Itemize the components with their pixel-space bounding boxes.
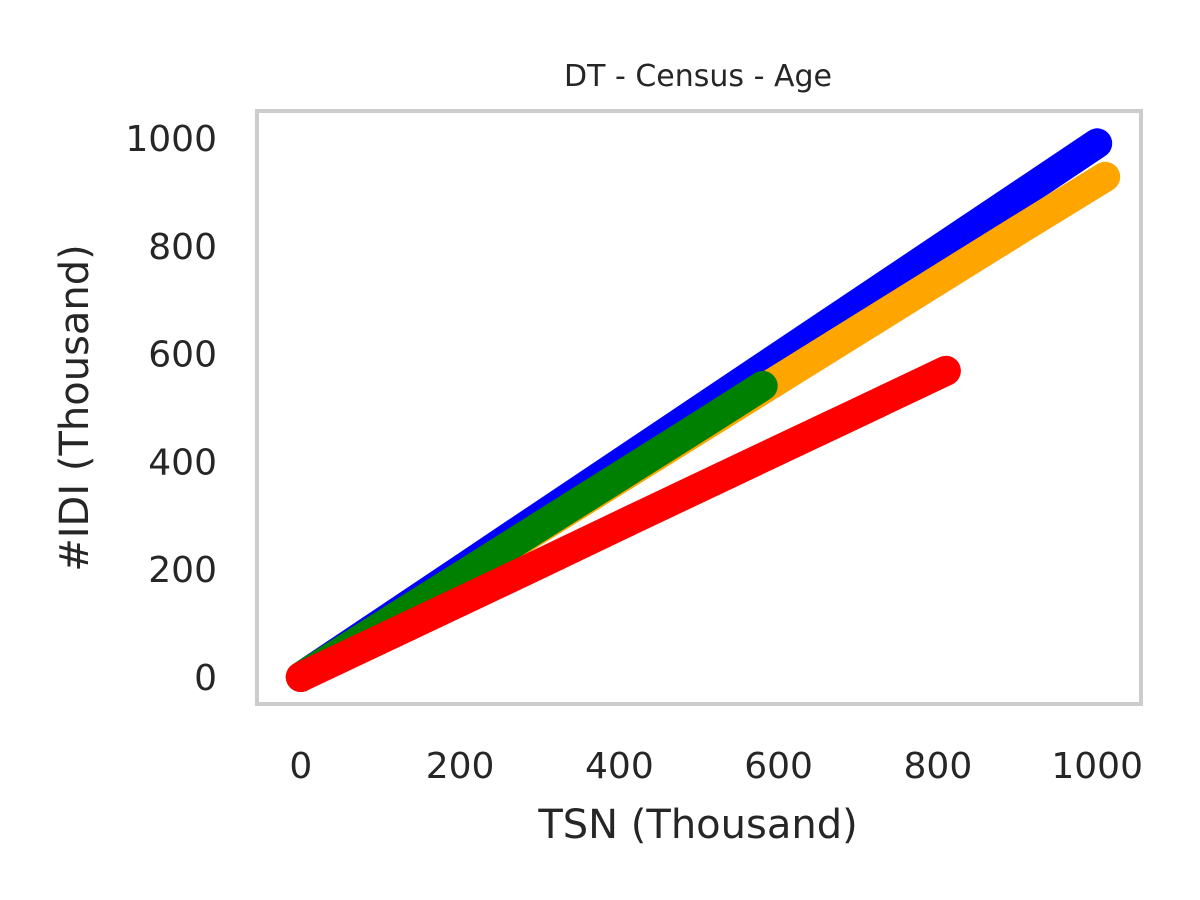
x-tick-label: 0	[289, 746, 312, 787]
y-tick-label: 1000	[125, 119, 217, 160]
series-4-line	[285, 355, 961, 692]
series-layer	[285, 128, 1121, 692]
y-tick-label: 0	[194, 658, 217, 699]
x-tick-label: 400	[585, 746, 654, 787]
x-axis-label: TSN (Thousand)	[537, 802, 857, 848]
chart-title: DT - Census - Age	[564, 59, 832, 94]
y-tick-label: 800	[148, 227, 217, 268]
plot-frame	[255, 109, 1143, 706]
x-tick-label: 1000	[1051, 746, 1143, 787]
y-tick-labels: 0 200 400 600 800 1000	[125, 119, 217, 699]
y-tick-label: 400	[148, 442, 217, 483]
x-tick-label: 800	[904, 746, 973, 787]
x-tick-label: 600	[744, 746, 813, 787]
y-axis-label: #IDI (Thousand)	[52, 244, 98, 572]
x-tick-labels: 0 200 400 600 800 1000	[289, 746, 1143, 787]
x-tick-label: 200	[426, 746, 495, 787]
y-tick-label: 600	[148, 335, 217, 376]
y-tick-label: 200	[148, 550, 217, 591]
